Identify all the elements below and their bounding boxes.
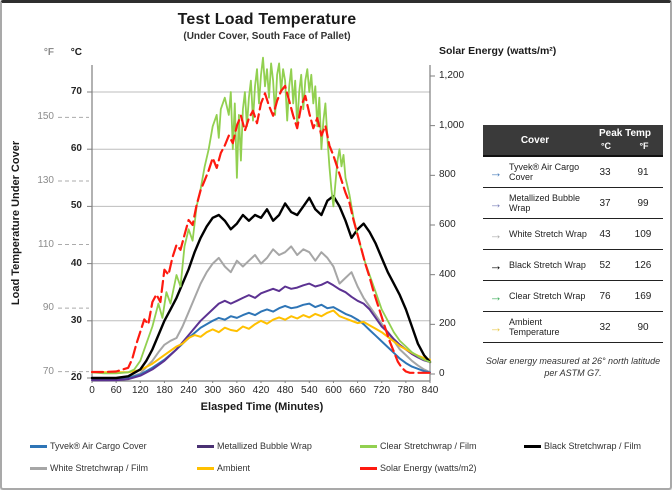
peak-temp-celsius: 52 bbox=[599, 259, 611, 271]
footnote: Solar energy measured at 26° north latit… bbox=[485, 356, 661, 379]
peak-temp-celsius: 76 bbox=[599, 290, 611, 302]
legend-label: Clear Stretchwrap / Film bbox=[380, 441, 477, 451]
arrow-icon: → bbox=[489, 257, 503, 273]
cover-name: Metallized Bubble Wrap bbox=[509, 192, 581, 213]
legend-item: Ambient bbox=[197, 462, 250, 474]
peak-temp-fahrenheit: 109 bbox=[634, 228, 652, 240]
legend-item: Tyvek® Air Cargo Cover bbox=[30, 440, 147, 452]
legend-swatch-icon bbox=[197, 444, 214, 448]
series-line-white bbox=[91, 245, 431, 381]
table-row-4: → Black Stretch Wrap 52 126 bbox=[483, 250, 663, 281]
legend-label: Ambient bbox=[217, 463, 251, 473]
x-axis-title: Elasped Time (Minutes) bbox=[200, 401, 324, 413]
legend-label: Solar Energy (watts/m2) bbox=[380, 463, 477, 473]
arrow-icon: → bbox=[489, 195, 503, 211]
table-row-3: → White Stretch Wrap 43 109 bbox=[483, 219, 663, 250]
cover-name: Clear Stretch Wrap bbox=[509, 290, 586, 301]
legend-label: White Stretchwrap / Film bbox=[50, 463, 149, 473]
legend-swatch-icon bbox=[360, 466, 377, 470]
arrow-icon: → bbox=[489, 319, 503, 335]
series-line-tyvek bbox=[91, 302, 431, 380]
cover-name: Black Stretch Wrap bbox=[509, 259, 586, 270]
legend-item: Clear Stretchwrap / Film bbox=[360, 440, 477, 452]
peak-temp-fahrenheit: 90 bbox=[637, 321, 649, 333]
page-title: Test Load Temperature bbox=[177, 11, 357, 28]
table-header-fahrenheit: °F bbox=[639, 141, 649, 151]
series-line-clear bbox=[91, 56, 431, 375]
table-header-peak-temp: Peak Temp bbox=[598, 128, 652, 139]
peak-temp-fahrenheit: 126 bbox=[634, 259, 652, 271]
cover-name: Ambient Temperature bbox=[509, 316, 560, 337]
legend-label: Metallized Bubble Wrap bbox=[217, 441, 312, 451]
cover-name: Tyvek® Air Cargo Cover bbox=[509, 161, 580, 182]
peak-temp-celsius: 33 bbox=[599, 166, 611, 178]
peak-temp-fahrenheit: 169 bbox=[634, 290, 652, 302]
series-line-ambient bbox=[91, 309, 431, 374]
series-line-solar bbox=[90, 84, 432, 374]
legend-item: Black Stretchwrap / Film bbox=[524, 440, 641, 452]
table-row-1: → Tyvek® Air Cargo Cover 33 91 bbox=[483, 157, 663, 188]
page-subtitle: (Under Cover, South Face of Pallet) bbox=[183, 31, 351, 42]
legend-swatch-icon bbox=[360, 444, 377, 448]
arrow-icon: → bbox=[489, 164, 503, 180]
chart-legend: Tyvek® Air Cargo Cover Metallized Bubble … bbox=[2, 3, 670, 488]
legend-swatch-icon bbox=[30, 466, 47, 470]
legend-label: Black Stretchwrap / Film bbox=[544, 441, 642, 451]
legend-label: Tyvek® Air Cargo Cover bbox=[50, 441, 147, 451]
table-row-6: → Ambient Temperature 32 90 bbox=[483, 312, 663, 343]
table-row-2: → Metallized Bubble Wrap 37 99 bbox=[483, 188, 663, 219]
cover-name: White Stretch Wrap bbox=[509, 228, 587, 239]
peak-temperature-table: Cover Peak Temp °C °F → Tyvek® Air Cargo … bbox=[483, 125, 663, 343]
fahrenheit-axis-header: °F bbox=[43, 47, 54, 58]
line-chart-plot-area bbox=[58, 56, 435, 383]
series-line-black bbox=[90, 194, 432, 380]
table-header-celsius: °C bbox=[600, 141, 612, 151]
legend-swatch-icon bbox=[197, 466, 214, 470]
legend-item: Solar Energy (watts/m2) bbox=[360, 462, 477, 474]
table-body: → Tyvek® Air Cargo Cover 33 91 → Metallized B… bbox=[483, 157, 663, 343]
legend-swatch-icon bbox=[30, 444, 47, 448]
peak-temp-celsius: 37 bbox=[599, 197, 611, 209]
legend-item: White Stretchwrap / Film bbox=[30, 462, 148, 474]
peak-temp-celsius: 43 bbox=[599, 228, 611, 240]
solar-axis-title: Solar Energy (watts/m²) bbox=[439, 45, 557, 57]
table-header: Cover Peak Temp °C °F bbox=[483, 125, 663, 157]
peak-temp-fahrenheit: 99 bbox=[637, 197, 649, 209]
celsius-axis-header: °C bbox=[70, 47, 82, 58]
legend-item: Metallized Bubble Wrap bbox=[197, 440, 312, 452]
table-header-cover: Cover bbox=[520, 134, 550, 146]
arrow-icon: → bbox=[489, 226, 503, 242]
table-row-5: → Clear Stretch Wrap 76 169 bbox=[483, 281, 663, 312]
peak-temp-celsius: 32 bbox=[599, 321, 611, 333]
peak-temp-fahrenheit: 91 bbox=[637, 166, 649, 178]
arrow-icon: → bbox=[489, 288, 503, 304]
legend-swatch-icon bbox=[524, 444, 541, 448]
